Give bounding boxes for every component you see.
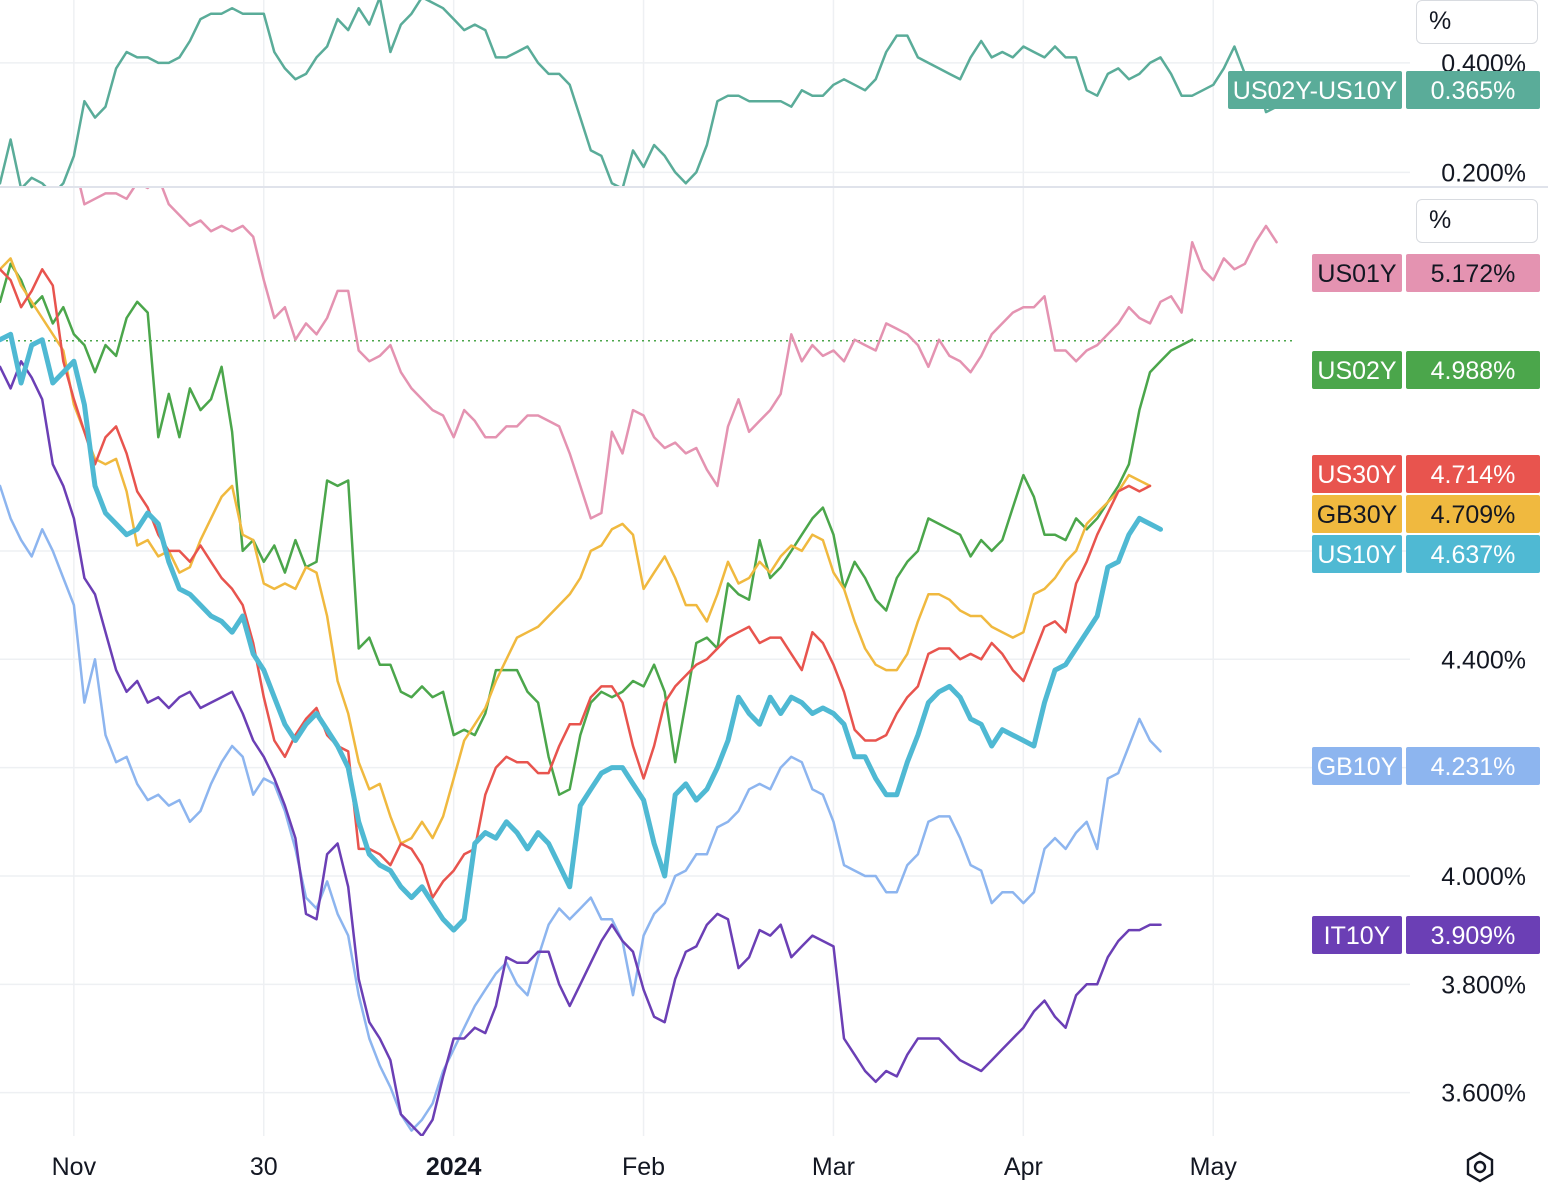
series-name-text: GB10Y <box>1317 753 1398 781</box>
series-name-tag <box>1312 747 1402 785</box>
series-value-tag <box>1406 535 1540 573</box>
x-tick-label-2024: 2024 <box>426 1153 482 1181</box>
series-line-us30y <box>0 268 1152 899</box>
series-name-tag <box>1312 351 1402 389</box>
time-scale: Nov 30 2024 Feb Mar Apr May <box>52 1153 1238 1181</box>
series-name-tag <box>1312 254 1402 292</box>
series-value-tag <box>1406 747 1540 785</box>
y-tick-label-yields: 4.000% <box>1441 863 1526 891</box>
series-name-text: GB30Y <box>1317 501 1398 529</box>
y-tick-label-yields: 3.600% <box>1441 1080 1526 1108</box>
series-value-text: 5.172% <box>1431 260 1516 288</box>
settings-gear-icon[interactable] <box>1460 1147 1500 1187</box>
series-value-text: 4.709% <box>1431 501 1516 529</box>
series-name-tag <box>1312 455 1402 493</box>
series-lines <box>0 0 1331 1136</box>
series-line-it10y <box>0 360 1162 1136</box>
last-value-label-us02y-us10y: US02Y-US10Y 0.365% <box>1228 71 1540 109</box>
last-value-label-gb10y: GB10Y 4.231% <box>1312 747 1540 785</box>
series-line-us01y <box>79 188 1278 520</box>
series-name-text: US02Y <box>1317 357 1397 385</box>
last-value-labels: US02Y-US10Y 0.365%US01Y 5.172%US02Y 4.988%U… <box>1228 71 1540 954</box>
series-name-text: US30Y <box>1317 461 1397 489</box>
series-line-us10y <box>0 331 1163 933</box>
last-value-label-us30y: US30Y 4.714% <box>1312 455 1540 493</box>
series-line-gb10y <box>0 484 1162 1132</box>
x-tick-label-may: May <box>1190 1153 1238 1181</box>
series-line-gb30y <box>0 257 1152 845</box>
series-value-tag <box>1406 455 1540 493</box>
x-tick-label-mar: Mar <box>812 1153 855 1181</box>
series-value-text: 4.637% <box>1431 541 1516 569</box>
series-value-tag <box>1406 254 1540 292</box>
series-value-tag <box>1406 916 1540 954</box>
series-value-text: 4.714% <box>1431 461 1516 489</box>
x-tick-label-feb: Feb <box>622 1153 665 1181</box>
spread-unit-box[interactable]: % <box>1416 0 1538 44</box>
series-name-text: US02Y-US10Y <box>1233 77 1398 105</box>
series-name-text: US10Y <box>1317 541 1397 569</box>
series-value-tag <box>1406 71 1540 109</box>
last-value-label-us01y: US01Y 5.172% <box>1312 254 1540 292</box>
series-value-text: 4.231% <box>1431 753 1516 781</box>
series-name-text: IT10Y <box>1324 922 1391 950</box>
series-line-us02y <box>0 262 1194 796</box>
last-value-label-it10y: IT10Y 3.909% <box>1312 916 1540 954</box>
x-tick-label-30: 30 <box>250 1153 278 1181</box>
last-value-label-gb30y: GB30Y 4.709% <box>1312 495 1540 533</box>
series-value-tag <box>1406 495 1540 533</box>
series-name-tag <box>1312 495 1402 533</box>
last-value-label-us02y: US02Y 4.988% <box>1312 351 1540 389</box>
series-value-text: 3.909% <box>1431 922 1516 950</box>
grid-lines <box>0 0 1410 1136</box>
series-value-text: 4.988% <box>1431 357 1516 385</box>
last-value-label-us10y: US10Y 4.637% <box>1312 535 1540 573</box>
y-tick-label-yields: 3.800% <box>1441 971 1526 999</box>
yields-unit-box[interactable]: % <box>1416 199 1538 243</box>
series-name-tag <box>1312 916 1402 954</box>
series-value-tag <box>1406 351 1540 389</box>
series-name-tag <box>1228 71 1402 109</box>
series-name-text: US01Y <box>1317 260 1397 288</box>
y-tick-label-yields: 4.400% <box>1441 646 1526 674</box>
series-name-tag <box>1312 535 1402 573</box>
series-line-us02y-us10y <box>0 0 1331 186</box>
x-tick-label-nov: Nov <box>52 1153 97 1181</box>
y-tick-label-spread: 0.200% <box>1441 159 1526 187</box>
x-tick-label-apr: Apr <box>1004 1153 1043 1181</box>
series-value-text: 0.365% <box>1431 77 1516 105</box>
